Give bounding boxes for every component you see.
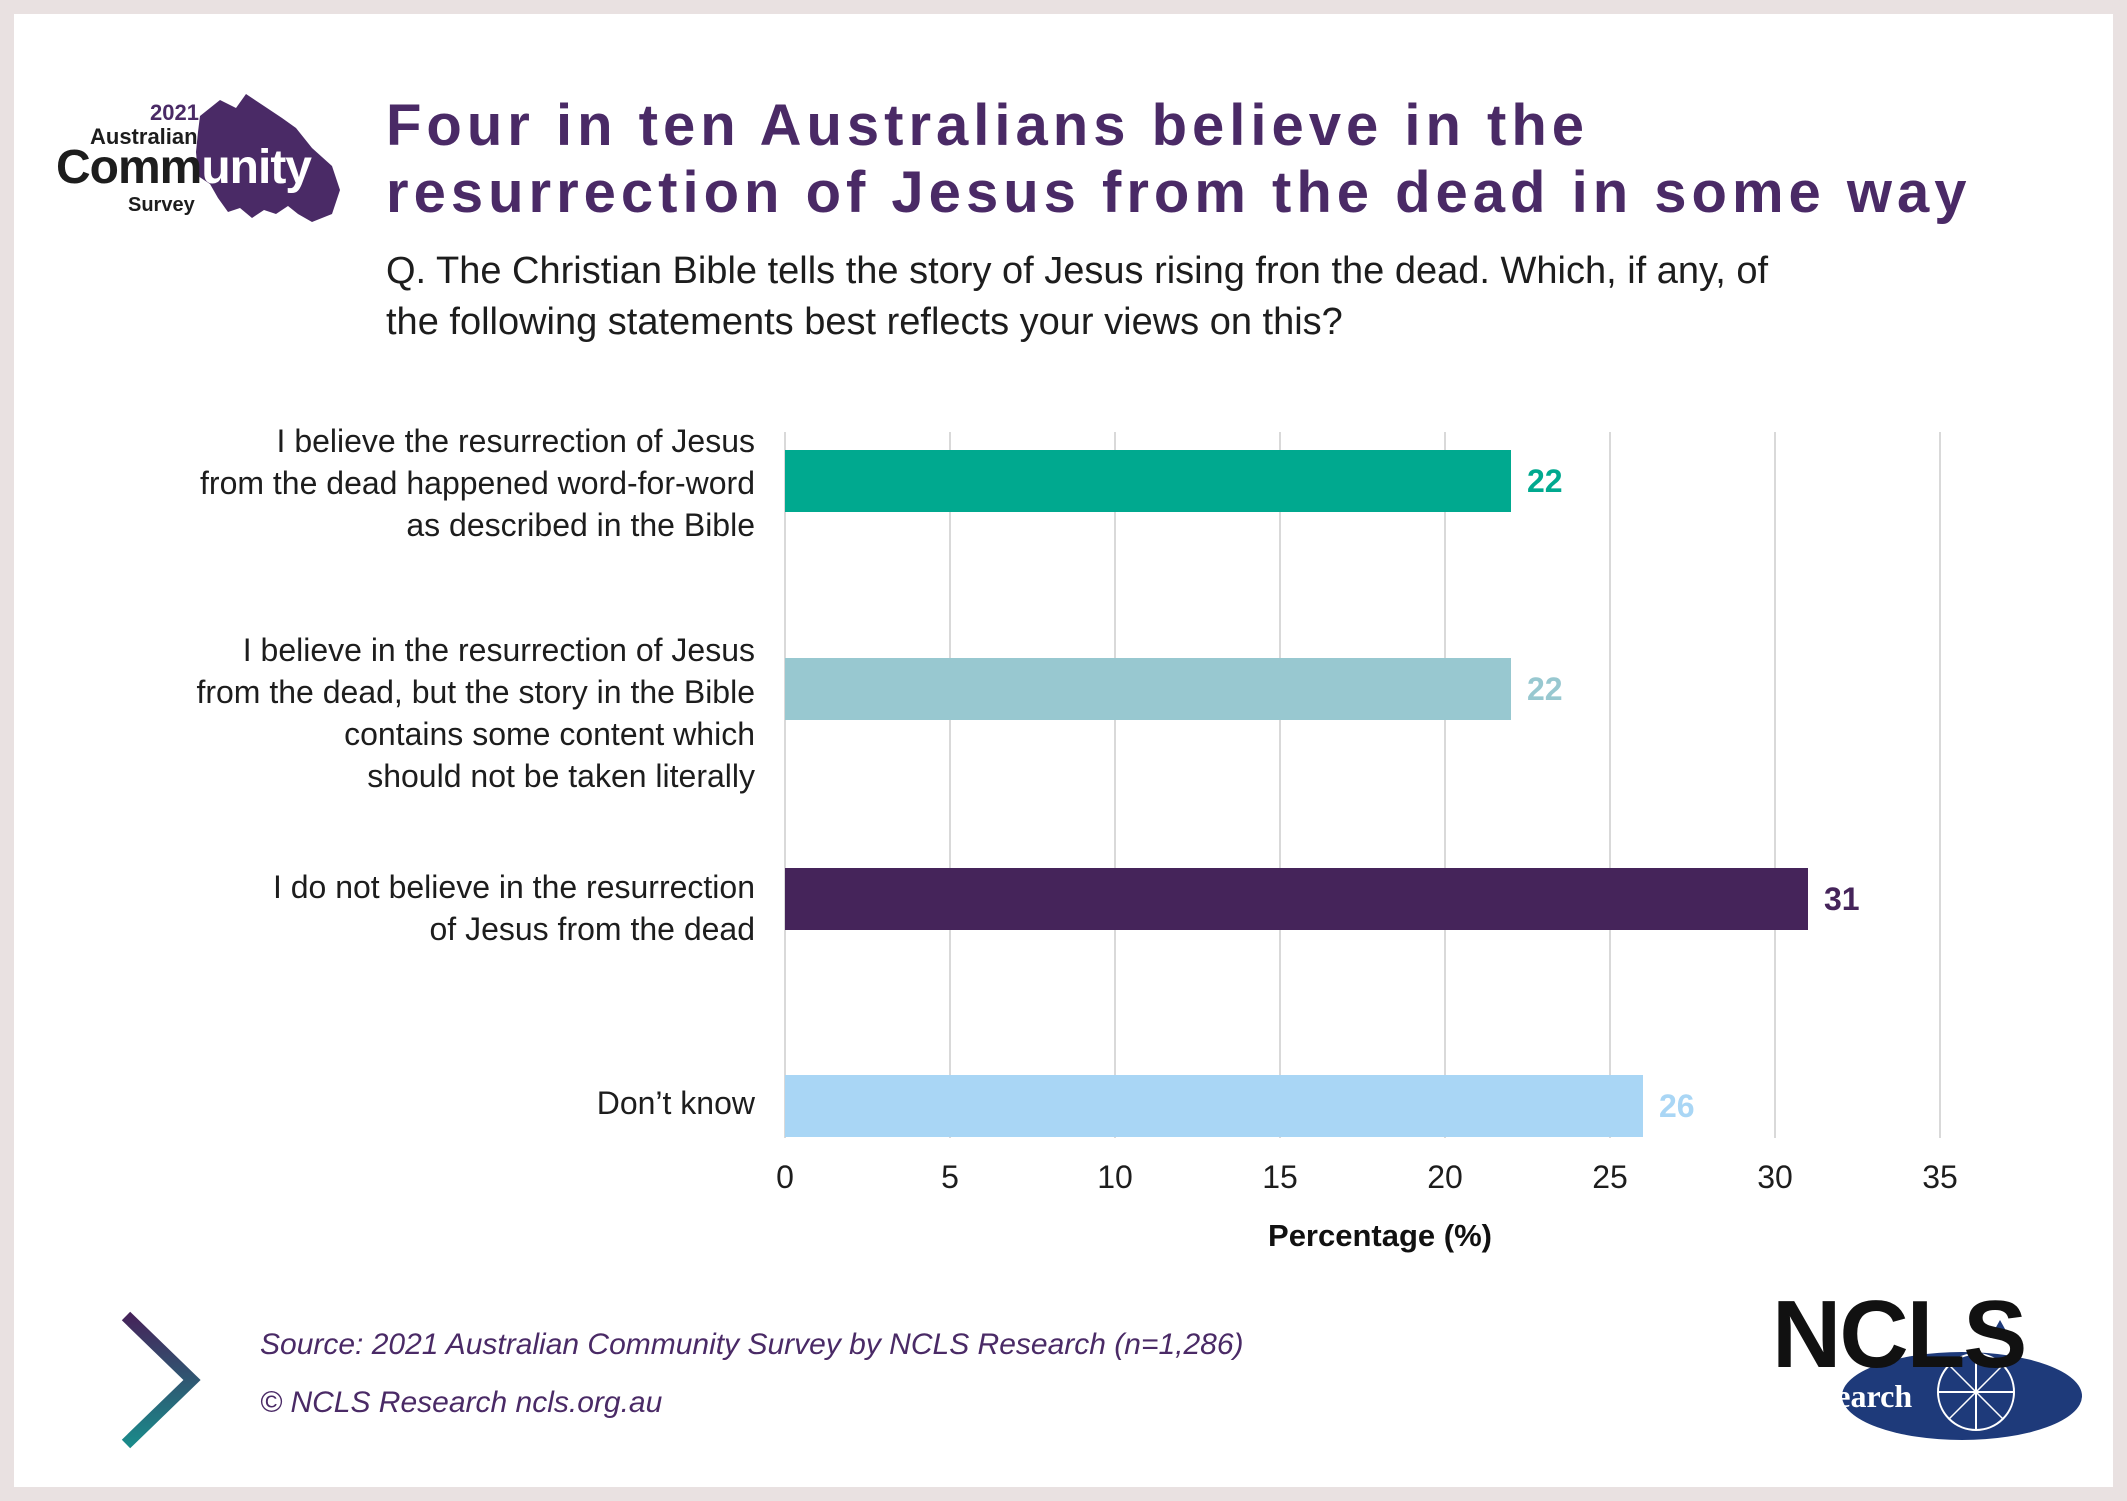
category-label-line: as described in the Bible	[406, 507, 755, 543]
logo-line-australian: Australian	[90, 124, 198, 149]
category-label-line: I believe the resurrection of Jesus	[276, 423, 755, 459]
category-label-line: I do not believe in the resurrection	[272, 869, 755, 905]
logo-line-community: Community	[56, 140, 312, 195]
title-line-2: resurrection of Jesus from the dead in s…	[386, 160, 1972, 225]
x-tick-label: 0	[776, 1159, 794, 1195]
title-line-1: Four in ten Australians believe in the	[386, 93, 1590, 158]
x-axis-title: Percentage (%)	[1268, 1218, 1492, 1253]
category-label-line: Don’t know	[596, 1085, 755, 1121]
logo-comm: Comm	[56, 141, 202, 194]
category-label-line: of Jesus from the dead	[429, 911, 755, 947]
logo-line-survey: Survey	[128, 194, 195, 216]
chevron-right-icon	[121, 1311, 201, 1449]
data-label: 26	[1659, 1088, 1695, 1124]
x-tick-label: 15	[1262, 1159, 1298, 1195]
x-tick-label: 20	[1427, 1159, 1463, 1195]
data-label: 22	[1527, 463, 1563, 499]
x-tick-label: 30	[1757, 1159, 1793, 1195]
ncls-logo: NCLS research	[1756, 1280, 2086, 1440]
category-label-line: contains some content which	[344, 716, 755, 752]
data-label: 22	[1527, 671, 1563, 707]
category-label-line: from the dead, but the story in the Bibl…	[196, 674, 755, 710]
bar	[785, 450, 1511, 512]
bar	[785, 868, 1808, 930]
x-tick-label: 35	[1922, 1159, 1958, 1195]
x-tick-label: 25	[1592, 1159, 1628, 1195]
bar	[785, 1075, 1643, 1137]
category-label-line: should not be taken literally	[367, 758, 755, 794]
survey-logo: 2021 Australian Community Survey	[50, 88, 350, 228]
copyright-note: © NCLS Research ncls.org.au	[260, 1386, 663, 1419]
logo-unity: unity	[201, 141, 312, 194]
source-note: Source: 2021 Australian Community Survey…	[260, 1328, 1244, 1361]
question-line-1: Q. The Christian Bible tells the story o…	[386, 250, 1769, 292]
category-label-line: from the dead happened word-for-word	[200, 465, 755, 501]
ncls-research-label: research	[1796, 1378, 1913, 1414]
question-line-2: the following statements best reflects y…	[386, 301, 1343, 343]
ncls-wordmark: NCLS	[1772, 1281, 2027, 1388]
bar	[785, 658, 1511, 720]
compass-globe-icon	[1842, 1320, 2082, 1440]
category-label-4: Don’t know	[115, 1082, 755, 1124]
australia-map-icon	[196, 94, 340, 222]
category-label-line: I believe in the resurrection of Jesus	[242, 632, 755, 668]
data-label: 31	[1824, 881, 1860, 917]
survey-question: Q. The Christian Bible tells the story o…	[386, 246, 2066, 348]
page-title: Four in ten Australians believe in the r…	[386, 92, 2086, 226]
infographic-card	[14, 14, 2113, 1487]
logo-year: 2021	[150, 100, 199, 125]
category-label-2: I believe in the resurrection of Jesus f…	[115, 629, 755, 797]
x-tick-label: 5	[941, 1159, 959, 1195]
category-label-1: I believe the resurrection of Jesus from…	[115, 420, 755, 546]
category-label-3: I do not believe in the resurrection of …	[115, 866, 755, 950]
x-tick-label: 10	[1097, 1159, 1133, 1195]
